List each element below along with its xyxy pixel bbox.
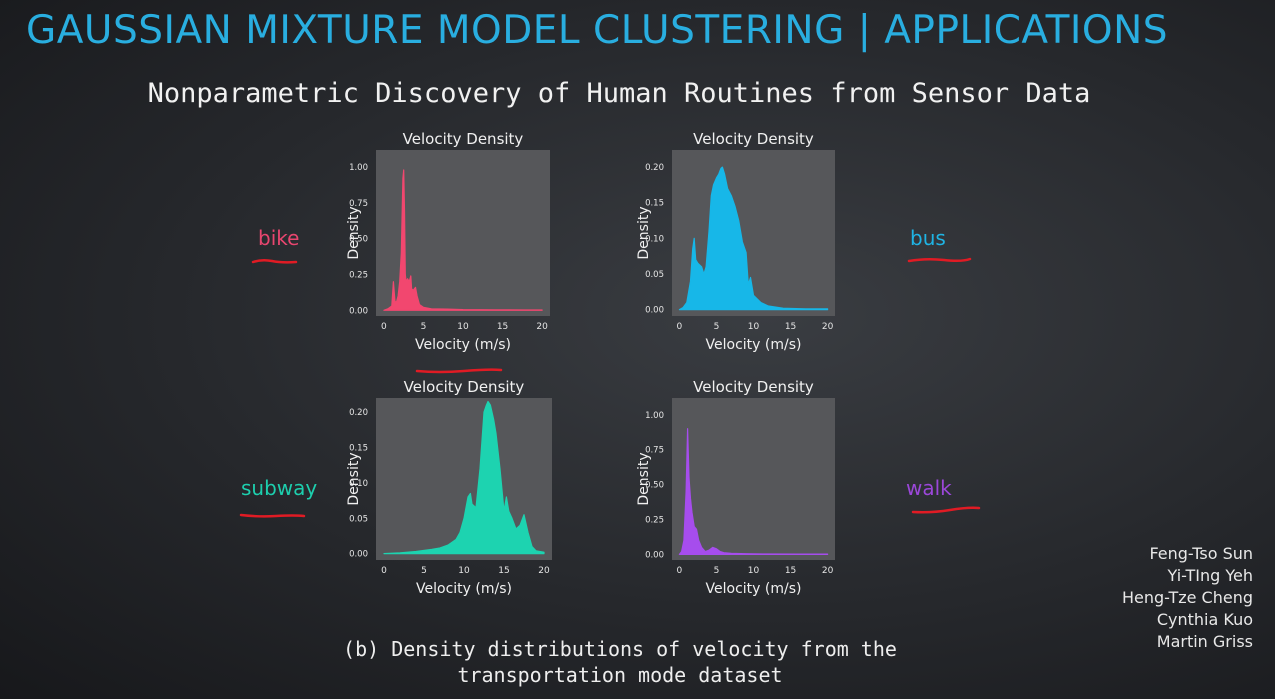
y-tick-label: 0.00 (645, 550, 664, 560)
x-tick-label: 20 (538, 566, 550, 576)
x-tick-label: 0 (381, 322, 387, 332)
y-tick-label: 0.05 (645, 270, 664, 280)
underline-walk (911, 506, 981, 514)
x-tick-label: 5 (714, 566, 720, 576)
x-tick-label: 20 (536, 322, 548, 332)
chart-bike: Velocity Density 0 5 10 15 20 0.00 0.25 0.50 0.75… (346, 130, 550, 353)
y-tick-label: 0.75 (645, 446, 664, 456)
label-walk: walk (906, 476, 952, 500)
underline-subway (239, 513, 306, 518)
y-tick-label: 0.00 (349, 306, 368, 316)
y-tick-label: 0.15 (645, 199, 664, 209)
y-tick-label: 0.05 (349, 514, 368, 524)
x-tick-label: 15 (785, 566, 796, 576)
x-tick-label: 5 (714, 322, 720, 332)
figure-caption: (b) Density distributions of velocity fr… (220, 636, 1020, 688)
density-area (383, 169, 543, 311)
caption-line-2: transportation mode dataset (457, 663, 783, 687)
y-axis-label: Density (346, 206, 362, 259)
author-name: Heng-Tze Cheng (1121, 588, 1253, 607)
y-tick-label: 0.20 (645, 163, 664, 173)
x-tick-label: 5 (421, 322, 427, 332)
author-name: Feng-Tso Sun (1149, 544, 1253, 563)
y-tick-label: 0.00 (645, 306, 664, 316)
y-tick-label: 0.25 (349, 271, 368, 281)
x-tick-label: 10 (457, 322, 469, 332)
y-axis-label: Density (636, 452, 652, 505)
y-tick-label: 0.10 (645, 234, 664, 244)
x-axis-label: Velocity (m/s) (415, 337, 511, 353)
y-tick-label: 1.00 (349, 163, 368, 173)
y-tick-label: 0.75 (349, 199, 368, 209)
chart-title: Velocity Density (404, 378, 525, 396)
label-bus: bus (910, 226, 946, 250)
caption-line-1: (b) Density distributions of velocity fr… (343, 637, 897, 661)
y-tick-label: 0.15 (349, 444, 368, 454)
x-tick-label: 15 (498, 566, 509, 576)
chart-title: Velocity Density (693, 378, 814, 396)
x-tick-label: 15 (785, 322, 796, 332)
chart-walk: Velocity Density 0 5 10 15 20 0.00 0.25 0.50 0.75… (636, 378, 835, 597)
y-tick-label: 0.50 (349, 235, 368, 245)
density-area (383, 400, 545, 555)
y-tick-label: 0.20 (349, 408, 368, 418)
y-tick-label: 0.00 (349, 550, 368, 560)
chart-subway: Velocity Density 0 5 10 15 20 0.00 0.05 0.10 0.15… (346, 378, 552, 597)
underline-bike (251, 258, 298, 264)
x-tick-label: 20 (822, 322, 834, 332)
label-bike: bike (258, 226, 300, 250)
density-area (678, 166, 829, 311)
underline-bus (907, 257, 972, 263)
underline-velocity (415, 368, 503, 374)
author-name: Martin Griss (1156, 632, 1253, 651)
y-axis-label: Density (346, 452, 362, 505)
x-axis-label: Velocity (m/s) (706, 581, 802, 597)
x-tick-label: 10 (748, 322, 760, 332)
x-tick-label: 10 (748, 566, 760, 576)
x-tick-label: 0 (677, 566, 683, 576)
x-tick-label: 0 (677, 322, 683, 332)
chart-title: Velocity Density (693, 130, 814, 148)
y-tick-label: 1.00 (645, 411, 664, 421)
author-list: Feng-Tso Sun Yi-TIng Yeh Heng-Tze Cheng … (1122, 543, 1253, 653)
slide-subtitle: Nonparametric Discovery of Human Routine… (147, 78, 1091, 109)
x-tick-label: 20 (822, 566, 834, 576)
x-axis-label: Velocity (m/s) (706, 337, 802, 353)
y-axis-label: Density (636, 206, 652, 259)
author-name: Yi-TIng Yeh (1167, 566, 1253, 585)
y-tick-label: 0.50 (645, 481, 664, 491)
label-subway: subway (241, 476, 318, 500)
x-axis-label: Velocity (m/s) (416, 581, 512, 597)
x-tick-label: 5 (421, 566, 427, 576)
y-tick-label: 0.25 (645, 516, 664, 526)
chart-bus: Velocity Density 0 5 10 15 20 0.00 0.05 0.10 0.15… (636, 130, 835, 353)
x-tick-label: 15 (497, 322, 508, 332)
y-tick-label: 0.10 (349, 479, 368, 489)
x-tick-label: 0 (381, 566, 387, 576)
plot-background (672, 398, 835, 560)
slide-title: GAUSSIAN MIXTURE MODEL CLUSTERING | APPL… (26, 8, 1169, 53)
author-name: Cynthia Kuo (1156, 610, 1253, 629)
chart-title: Velocity Density (403, 130, 524, 148)
x-tick-label: 10 (458, 566, 470, 576)
density-area (678, 428, 829, 555)
